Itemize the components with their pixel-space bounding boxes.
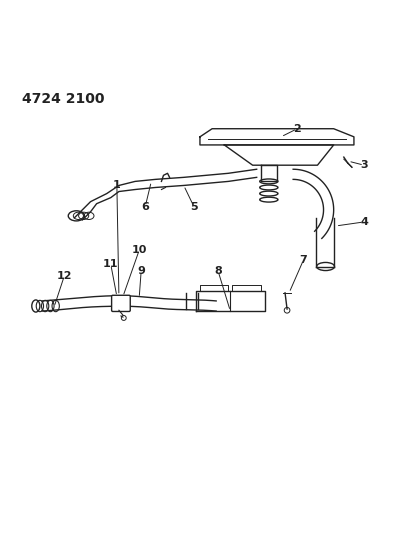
Polygon shape: [233, 285, 261, 291]
Polygon shape: [224, 145, 334, 165]
Polygon shape: [186, 293, 198, 309]
Circle shape: [121, 316, 126, 320]
Ellipse shape: [260, 185, 278, 190]
Polygon shape: [196, 291, 265, 311]
Ellipse shape: [317, 262, 335, 271]
Text: 12: 12: [56, 271, 72, 281]
Text: 11: 11: [103, 260, 119, 270]
Polygon shape: [316, 218, 334, 266]
Polygon shape: [200, 129, 354, 145]
Polygon shape: [293, 169, 334, 238]
Text: 5: 5: [190, 201, 198, 212]
Text: 1: 1: [113, 181, 121, 190]
Ellipse shape: [68, 211, 84, 221]
Ellipse shape: [32, 300, 40, 312]
FancyBboxPatch shape: [112, 295, 130, 311]
Polygon shape: [261, 165, 277, 181]
Text: 7: 7: [299, 255, 307, 265]
Ellipse shape: [260, 197, 278, 202]
Text: 4: 4: [360, 217, 368, 227]
Text: 9: 9: [137, 265, 145, 276]
Text: 2: 2: [293, 124, 301, 134]
Circle shape: [284, 308, 290, 313]
Text: 6: 6: [141, 201, 149, 212]
Ellipse shape: [260, 179, 278, 184]
Text: 3: 3: [360, 160, 368, 170]
Text: 4724 2100: 4724 2100: [22, 92, 104, 106]
Ellipse shape: [260, 191, 278, 196]
Text: 8: 8: [214, 266, 222, 277]
Polygon shape: [200, 285, 228, 291]
Text: 10: 10: [131, 245, 147, 255]
